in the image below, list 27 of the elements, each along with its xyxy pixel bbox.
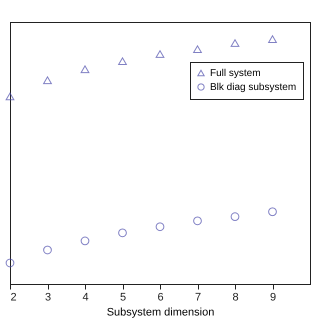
x-tick-label: 7	[194, 292, 202, 304]
x-tick-label: 9	[270, 292, 276, 304]
point	[43, 76, 52, 84]
point	[43, 246, 52, 254]
point	[6, 258, 14, 268]
point	[118, 228, 127, 238]
x-tick-label: 4	[82, 292, 89, 304]
point	[6, 92, 14, 100]
point	[230, 39, 240, 47]
point	[80, 65, 90, 74]
x-tick-label: 8	[232, 292, 239, 304]
point	[118, 57, 127, 66]
point	[193, 216, 202, 226]
point	[80, 236, 90, 246]
x-tick-label: 3	[44, 292, 52, 304]
point	[193, 45, 202, 54]
point	[230, 212, 240, 222]
x-tick-label: 6	[157, 292, 164, 304]
legend-label: Blk diag subsystem	[210, 82, 296, 93]
x-tick-label: 5	[120, 292, 126, 304]
x-tick-label: 2	[10, 292, 17, 304]
point	[156, 222, 164, 232]
point	[268, 35, 277, 43]
legend-label: Full system	[210, 68, 261, 79]
x-axis-title: Subsystem dimension	[106, 306, 214, 318]
point	[268, 207, 277, 216]
point	[156, 50, 164, 58]
